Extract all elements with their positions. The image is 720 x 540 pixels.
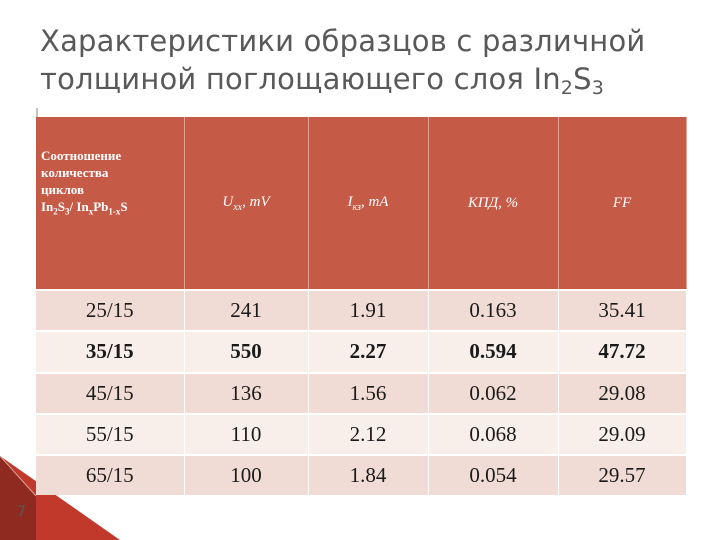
table-row: 45/15 136 1.56 0.062 29.08 [36,371,687,414]
corner-decoration [0,456,120,540]
header-ff: FF [558,117,687,290]
cell-ikz: 1.84 [308,454,429,495]
cell-ff: 29.09 [558,412,687,456]
cell-kpd: 0.062 [428,371,559,414]
corner-edge [0,456,37,497]
cell-kpd: 0.054 [428,454,559,495]
cell-ratio: 65/15 [36,454,185,495]
table-row: 55/15 110 2.12 0.068 29.09 [36,412,687,456]
table-row: 25/15 241 1.91 0.163 35.41 [36,288,687,332]
ratio-formula: In2S3/ InxPb1-xS [41,199,128,217]
cell-ff: 35.41 [558,288,687,332]
cell-ikz: 1.91 [308,288,429,332]
header-uxx: Uхх, mV [184,117,309,290]
cell-ratio: 25/15 [36,288,185,332]
corner-shade [0,456,36,540]
slide-number: 7 [17,504,26,520]
cell-uxx: 241 [184,288,309,332]
cell-ratio: 45/15 [36,371,185,414]
cell-uxx: 110 [184,412,309,456]
cell-ff: 29.08 [558,371,687,414]
cell-ratio: 35/15 [36,330,185,373]
title-line-1: Характеристики образцов с различной [40,24,646,58]
header-ikz: Iкз, mA [308,117,429,290]
header-kpd: КПД, % [428,117,559,290]
results-table: Соотношение количества циклов In2S3/ Inx… [36,117,687,495]
cell-uxx: 550 [184,330,309,373]
slide-title: Характеристики образцов с различной толщ… [40,22,700,98]
cell-ikz: 1.56 [308,371,429,414]
table-header-row: Соотношение количества циклов In2S3/ Inx… [36,117,687,290]
cell-ff: 29.57 [558,454,687,495]
cell-kpd: 0.068 [428,412,559,456]
title-line-2: толщиной поглощающего слоя In2S3 [40,62,604,99]
cell-ikz: 2.27 [308,330,429,373]
cell-ff: 47.72 [558,330,687,373]
cell-uxx: 136 [184,371,309,414]
cell-ikz: 2.12 [308,412,429,456]
table-row-highlight: 35/15 550 2.27 0.594 47.72 [36,330,687,373]
table-row: 65/15 100 1.84 0.054 29.57 [36,454,687,495]
cell-kpd: 0.163 [428,288,559,332]
cell-uxx: 100 [184,454,309,495]
cell-kpd: 0.594 [428,330,559,373]
header-ratio: Соотношение количества циклов In2S3/ Inx… [36,117,185,290]
cell-ratio: 55/15 [36,412,185,456]
